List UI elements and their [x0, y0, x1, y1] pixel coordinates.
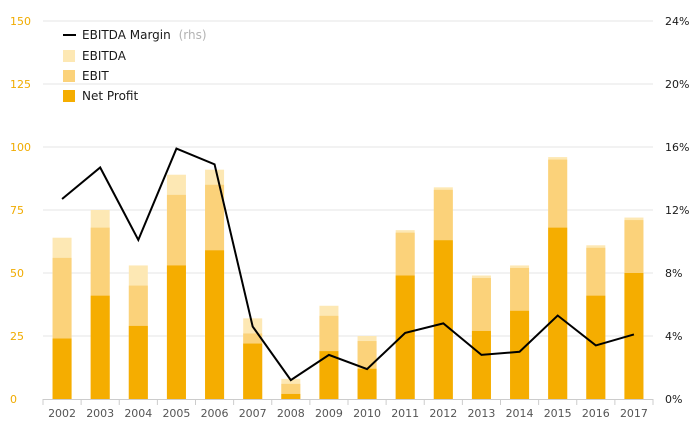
- y-left-tick-label: 150: [10, 15, 31, 28]
- x-tick-label: 2007: [239, 407, 267, 420]
- y-left-tick-label: 75: [10, 204, 24, 217]
- bar-net-profit: [433, 240, 453, 399]
- x-tick-label: 2004: [124, 407, 152, 420]
- bars: [52, 157, 644, 399]
- x-tick-label: 2013: [467, 407, 495, 420]
- bar-net-profit: [319, 351, 339, 399]
- bar-net-profit: [395, 275, 415, 399]
- bar-net-profit: [357, 368, 377, 399]
- margin-line-layer: [61, 147, 635, 382]
- bar-net-profit: [205, 250, 225, 399]
- y-right-tick-label: 24%: [665, 15, 689, 28]
- x-tick-label: 2009: [315, 407, 343, 420]
- legend-item-ebitda-margin: EBITDA Margin (rhs): [82, 28, 207, 42]
- bar-net-profit: [548, 227, 568, 399]
- bar-net-profit: [586, 295, 606, 399]
- bar-net-profit: [90, 295, 110, 399]
- y-left-tick-label: 125: [10, 78, 31, 91]
- legend-note-rhs: (rhs): [179, 28, 207, 42]
- legend-label-ebit: EBIT: [82, 69, 109, 83]
- y-left-tick-label: 50: [10, 267, 24, 280]
- bar-net-profit: [281, 393, 301, 399]
- legend: EBITDA Margin (rhs) EBITDA EBIT Net Prof…: [63, 28, 207, 103]
- x-tick-label: 2010: [353, 407, 381, 420]
- legend-swatch-net-profit: [63, 90, 75, 102]
- legend-swatch-ebitda: [63, 50, 75, 62]
- y-left-tick-label: 0: [10, 393, 17, 406]
- legend-swatch-ebit: [63, 70, 75, 82]
- bar-net-profit: [128, 325, 148, 399]
- x-tick-label: 2017: [620, 407, 648, 420]
- y-left-tick-label: 25: [10, 330, 24, 343]
- x-tick-label: 2002: [48, 407, 76, 420]
- y-left-tick-label: 100: [10, 141, 31, 154]
- line-ebitda-margin: [61, 147, 635, 382]
- y-right-tick-label: 20%: [665, 78, 689, 91]
- y-right-tick-label: 8%: [665, 267, 682, 280]
- x-tick-label: 2008: [277, 407, 305, 420]
- y-right-tick-label: 0%: [665, 393, 682, 406]
- x-tick-label: 2014: [506, 407, 534, 420]
- bar-net-profit: [510, 310, 530, 399]
- bar-net-profit: [166, 265, 186, 399]
- x-tick-label: 2016: [582, 407, 610, 420]
- x-tick-label: 2006: [201, 407, 229, 420]
- x-tick-label: 2003: [86, 407, 114, 420]
- bar-net-profit: [471, 330, 491, 399]
- y-right-tick-label: 12%: [665, 204, 689, 217]
- y-right-tick-label: 16%: [665, 141, 689, 154]
- axes: 0 25 50 75 100 125 150 0% 4% 8% 12% 16% 20% 24% 2002 20…: [10, 15, 689, 420]
- x-tick-label: 2015: [544, 407, 572, 420]
- bar-net-profit: [243, 343, 263, 399]
- x-tick-label: 2012: [429, 407, 457, 420]
- legend-label-net-profit: Net Profit: [82, 89, 138, 103]
- x-tick-label: 2011: [391, 407, 419, 420]
- bar-net-profit: [52, 338, 72, 399]
- y-right-tick-label: 4%: [665, 330, 682, 343]
- legend-label-ebitda: EBITDA: [82, 49, 127, 63]
- bar-net-profit: [624, 273, 644, 399]
- legend-label-ebitda-margin: EBITDA Margin: [82, 28, 171, 42]
- x-tick-label: 2005: [162, 407, 190, 420]
